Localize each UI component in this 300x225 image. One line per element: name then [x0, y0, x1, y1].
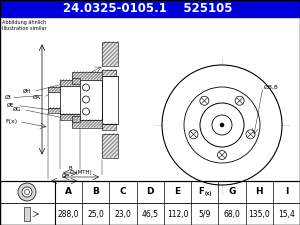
Text: C (MTH): C (MTH): [70, 170, 92, 175]
Text: 46,5: 46,5: [142, 209, 159, 218]
Text: ØG: ØG: [13, 107, 22, 112]
Text: 135,0: 135,0: [248, 209, 270, 218]
Circle shape: [235, 96, 244, 105]
Circle shape: [82, 96, 89, 103]
Bar: [0, 181, 300, 225]
Text: B: B: [68, 166, 72, 171]
Circle shape: [25, 189, 29, 194]
Text: D: D: [62, 174, 66, 179]
Circle shape: [82, 108, 89, 115]
Text: Illustration similar: Illustration similar: [2, 26, 46, 31]
Text: (x): (x): [204, 191, 211, 196]
Circle shape: [218, 151, 226, 160]
Bar: [102, 70, 116, 76]
Circle shape: [189, 130, 198, 139]
Circle shape: [220, 123, 224, 127]
Text: F(x): F(x): [5, 119, 17, 124]
Text: ØA: ØA: [33, 95, 41, 100]
Text: A: A: [65, 187, 72, 196]
Circle shape: [184, 87, 260, 163]
Bar: [102, 124, 116, 130]
Text: Abbildung ähnlich: Abbildung ähnlich: [2, 20, 46, 25]
Text: I: I: [285, 187, 288, 196]
Bar: [48, 86, 60, 92]
Bar: [102, 76, 118, 124]
Bar: [102, 133, 118, 157]
Text: F: F: [198, 187, 204, 196]
Bar: [0, 0, 300, 17]
Text: ØI: ØI: [5, 95, 12, 100]
Bar: [72, 77, 80, 83]
Circle shape: [212, 115, 232, 135]
Bar: [60, 86, 80, 113]
Text: 15,4: 15,4: [278, 209, 295, 218]
Bar: [72, 72, 102, 79]
Text: D: D: [146, 187, 154, 196]
Text: 23,0: 23,0: [115, 209, 131, 218]
Text: 68,0: 68,0: [224, 209, 240, 218]
Circle shape: [246, 130, 255, 139]
Text: 112,0: 112,0: [167, 209, 188, 218]
Text: ØH: ØH: [23, 89, 32, 94]
Bar: [24, 207, 30, 221]
Text: E: E: [174, 187, 181, 196]
Text: H: H: [255, 187, 263, 196]
Text: 5/9: 5/9: [199, 209, 211, 218]
Text: ØE: ØE: [7, 103, 15, 108]
Circle shape: [200, 96, 209, 105]
Text: B: B: [92, 187, 99, 196]
Text: C: C: [120, 187, 126, 196]
Text: 288,0: 288,0: [58, 209, 80, 218]
Circle shape: [200, 103, 244, 147]
Circle shape: [162, 65, 282, 185]
Text: 25,0: 25,0: [87, 209, 104, 218]
Text: Ø8,8: Ø8,8: [264, 85, 279, 90]
Circle shape: [18, 183, 36, 201]
Bar: [48, 108, 60, 112]
Text: G: G: [228, 187, 236, 196]
Bar: [102, 41, 118, 65]
Circle shape: [22, 187, 32, 197]
Bar: [48, 92, 60, 108]
Bar: [60, 79, 80, 86]
Bar: [72, 115, 80, 122]
Bar: [60, 113, 80, 119]
Bar: [72, 119, 102, 128]
Text: 24.0325-0105.1    525105: 24.0325-0105.1 525105: [63, 2, 233, 15]
Text: ate: ate: [188, 95, 232, 119]
Bar: [72, 79, 102, 119]
Circle shape: [82, 84, 89, 91]
